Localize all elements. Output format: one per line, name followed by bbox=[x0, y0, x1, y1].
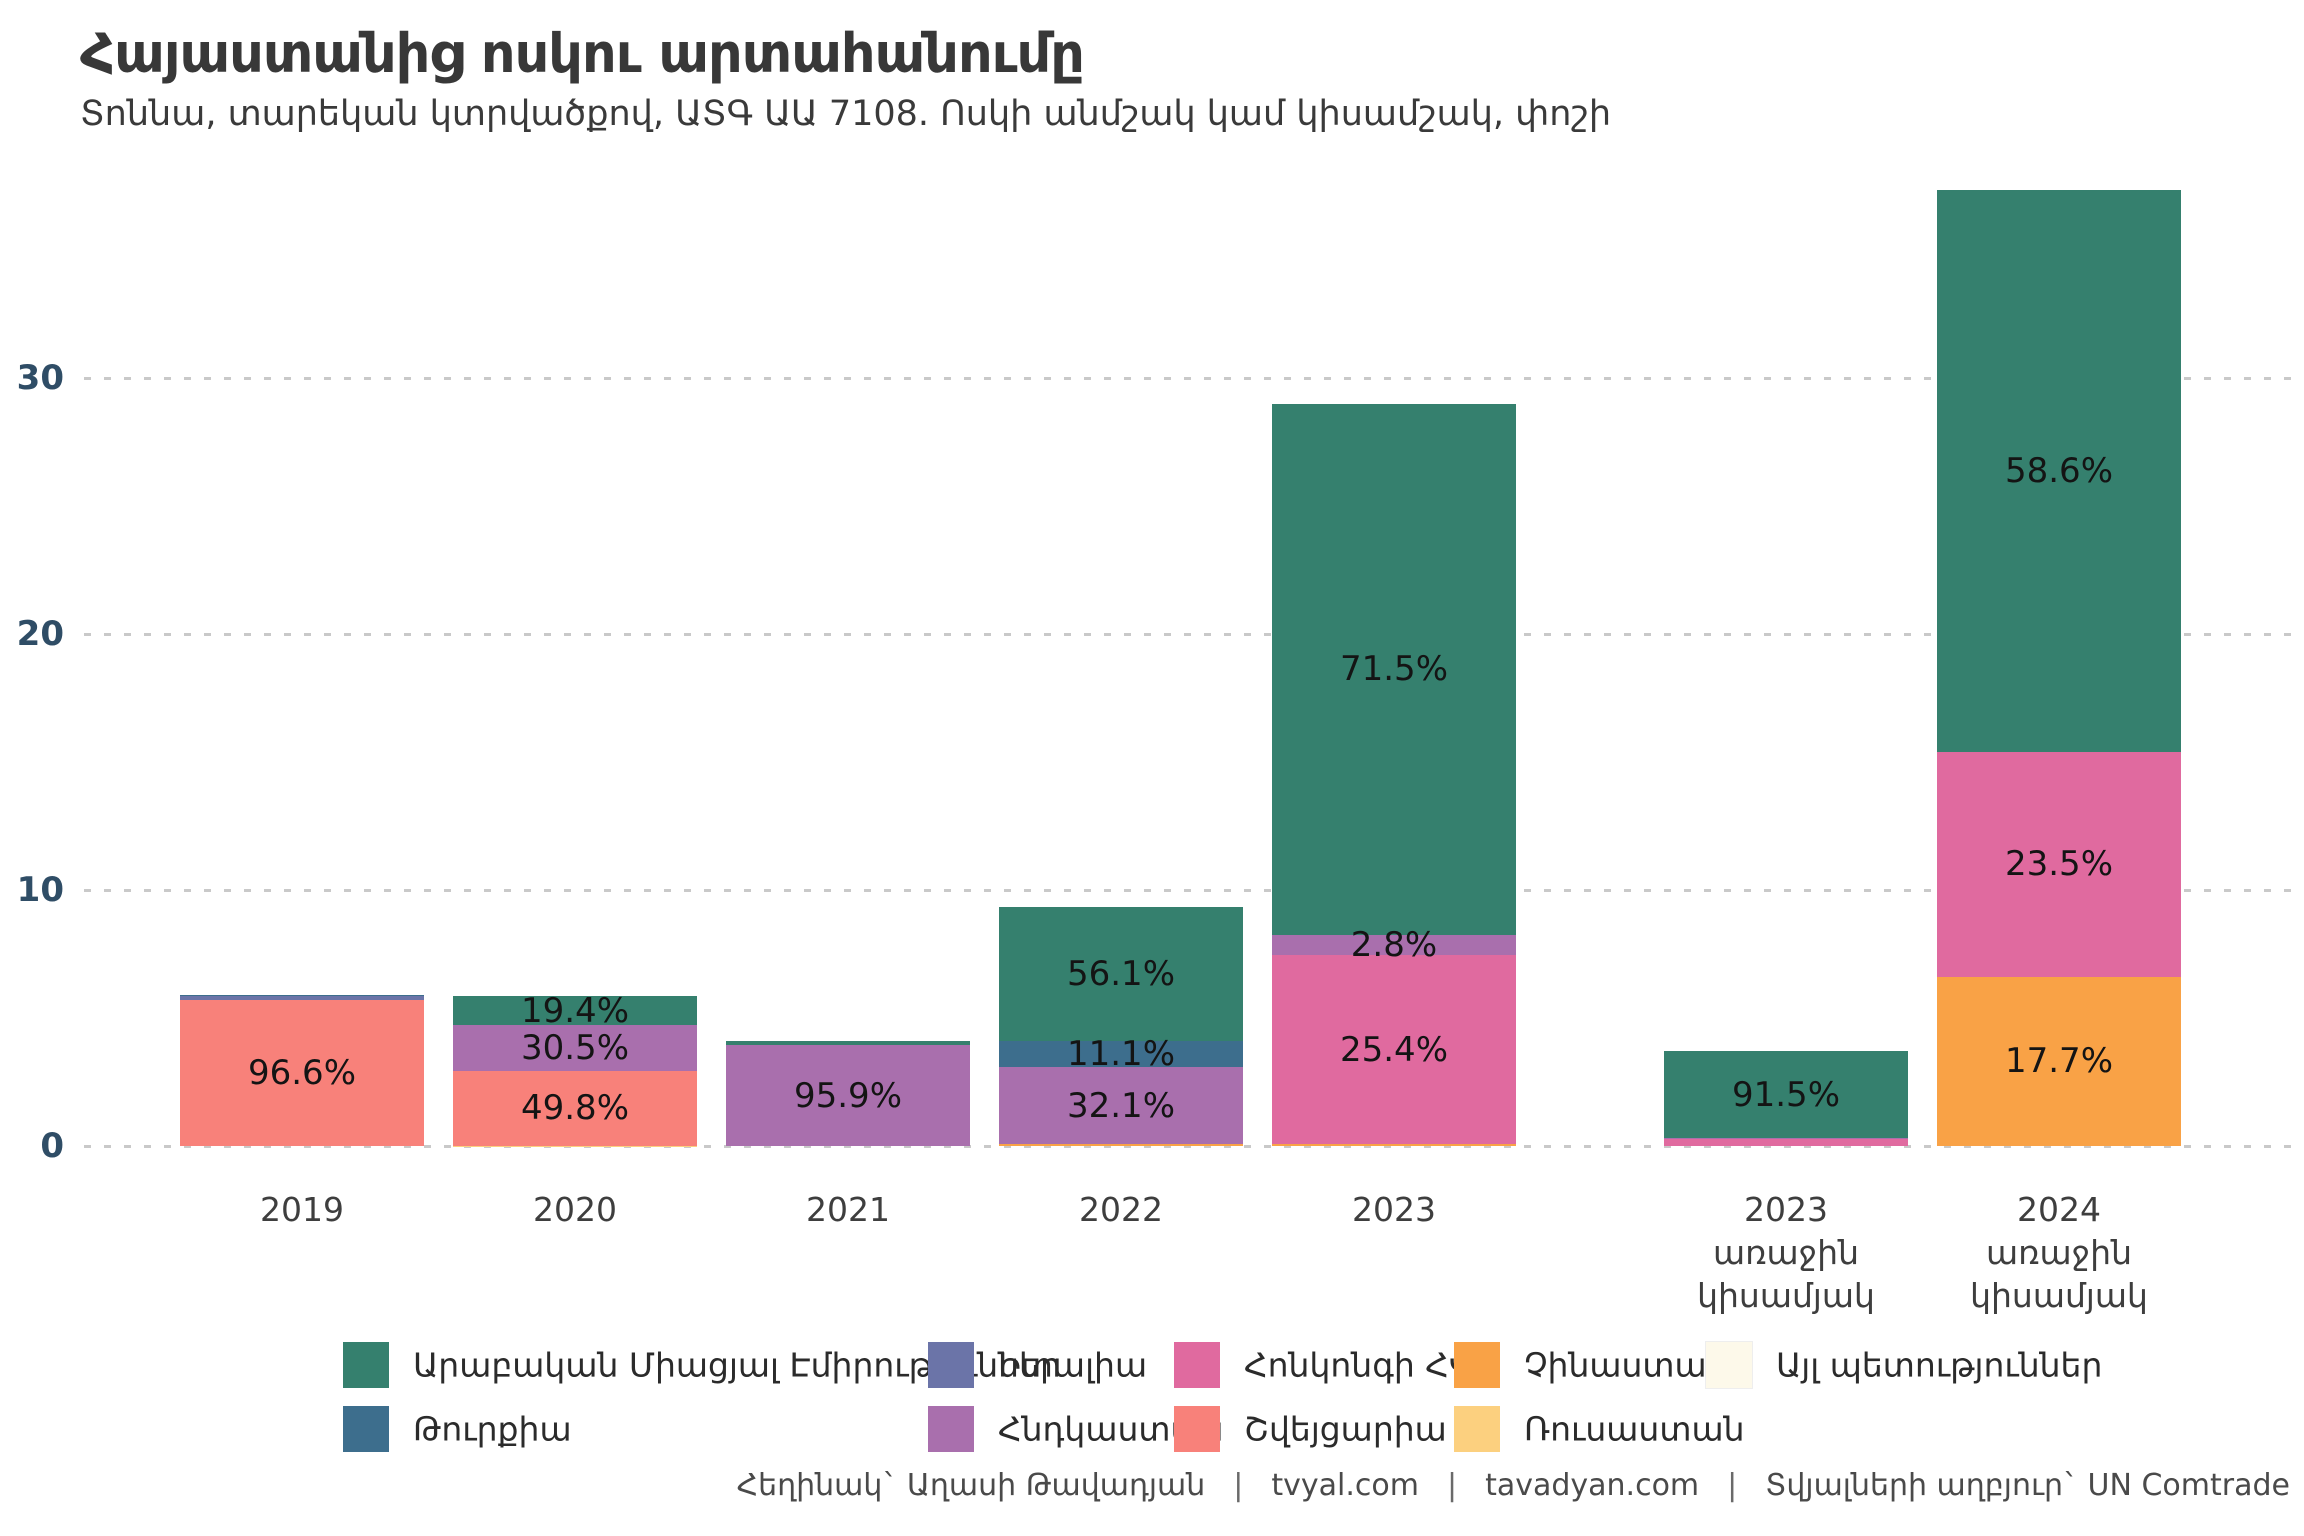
caption-separator: | bbox=[1727, 1468, 1738, 1503]
chart-title: Հայաստանից ոսկու արտահանումը bbox=[80, 22, 1085, 85]
caption-separator: | bbox=[1446, 1468, 1458, 1503]
legend-swatch-uae bbox=[343, 1342, 389, 1388]
bar-2023-առաջին-կիսամյակ: 91.5% bbox=[1664, 1051, 1908, 1146]
gridline-y-10 bbox=[84, 889, 2300, 892]
x-axis-label-line: 2023 bbox=[1352, 1190, 1436, 1229]
segment-percent-label: 23.5% bbox=[2004, 844, 2113, 885]
plot-area: 96.6% 49.8% 30.5% 19.4% 95.9% 32.1% 11.1% 56.1%… bbox=[84, 189, 2300, 1148]
caption-part: Տվյալների աղբյուր` UN Comtrade bbox=[1765, 1468, 2290, 1503]
y-axis-tick-20: 20 bbox=[16, 614, 64, 654]
x-axis-label-line: կիսամյակ bbox=[1697, 1276, 1875, 1315]
caption-separator: | bbox=[1233, 1468, 1244, 1503]
legend-label-italy: Իտալիա bbox=[998, 1345, 1148, 1385]
x-axis-label-2023: 2023 bbox=[1244, 1188, 1544, 1231]
legend-swatch-china bbox=[1454, 1342, 1500, 1388]
segment-percent-label: 19.4% bbox=[520, 990, 629, 1031]
x-axis-label-line: 2021 bbox=[806, 1190, 890, 1229]
legend-label-china: Չինաստան bbox=[1524, 1345, 1728, 1385]
segment-percent-label: 30.5% bbox=[520, 1028, 629, 1069]
bar-2019: 96.6% bbox=[180, 994, 424, 1146]
legend-swatch-switzerland bbox=[1174, 1406, 1220, 1452]
bar-segment-switzerland: 49.8% bbox=[453, 1071, 697, 1146]
bar-segment-turkey: 11.1% bbox=[999, 1037, 1243, 1071]
x-axis-label-line: կիսամյակ bbox=[1970, 1276, 2148, 1315]
bar-segment-turkey bbox=[180, 994, 424, 997]
bar-segment-india: 95.9% bbox=[726, 1045, 970, 1146]
segment-percent-label: 2.8% bbox=[1350, 924, 1438, 965]
x-axis-label-line: 2024 bbox=[2017, 1190, 2101, 1229]
gridline-y-0 bbox=[84, 1145, 2300, 1148]
bar-segment-uae: 58.6% bbox=[1937, 190, 2181, 752]
caption-part: tvyal.com bbox=[1271, 1468, 1419, 1503]
bar-segment-china: 17.7% bbox=[1937, 976, 2181, 1146]
bar-segment-uae: 71.5% bbox=[1272, 403, 1516, 935]
segment-percent-label: 95.9% bbox=[793, 1075, 902, 1116]
bar-segment-uae: 91.5% bbox=[1664, 1051, 1908, 1139]
y-axis-tick-30: 30 bbox=[16, 358, 64, 398]
legend-swatch-italy bbox=[928, 1342, 974, 1388]
legend-label-other: Այլ պետություններ bbox=[1776, 1345, 2103, 1385]
y-axis-tick-10: 10 bbox=[16, 870, 64, 910]
gridline-y-20 bbox=[84, 633, 2300, 636]
bar-2022: 32.1% 11.1% 56.1% bbox=[999, 906, 1243, 1146]
bar-segment-uae: 19.4% bbox=[453, 990, 697, 1031]
x-axis-label-2023: 2023 առաջին կիսամյակ bbox=[1636, 1188, 1936, 1317]
x-axis-label-2019: 2019 bbox=[152, 1188, 452, 1231]
segment-percent-label: 32.1% bbox=[1066, 1085, 1175, 1126]
x-axis-label-line: 2019 bbox=[260, 1190, 344, 1229]
bar-2023: 25.4% 2.8% 71.5% bbox=[1272, 403, 1516, 1146]
x-axis-label-line: 2020 bbox=[533, 1190, 617, 1229]
x-axis-label-line: առաջին bbox=[1712, 1233, 1859, 1272]
segment-percent-label: 96.6% bbox=[247, 1052, 356, 1093]
segment-percent-label: 58.6% bbox=[2004, 450, 2113, 491]
x-axis-label-2024: 2024 առաջին կիսամյակ bbox=[1909, 1188, 2209, 1317]
bar-segment-switzerland: 96.6% bbox=[180, 999, 424, 1146]
caption-part: tavadyan.com bbox=[1485, 1468, 1700, 1503]
segment-percent-label: 11.1% bbox=[1066, 1034, 1175, 1075]
chart-subtitle: Տոննա, տարեկան կտրվածքով, ԱՏԳ ԱԱ 7108. Ո… bbox=[80, 94, 1612, 134]
legend-label-russia: Ռուսաստան bbox=[1524, 1409, 1745, 1449]
segment-percent-label: 71.5% bbox=[1339, 649, 1448, 690]
x-axis-label-2021: 2021 bbox=[698, 1188, 998, 1231]
bar-2021: 95.9% bbox=[726, 1041, 970, 1146]
bar-segment-india: 30.5% bbox=[453, 1025, 697, 1071]
x-axis-label-2022: 2022 bbox=[971, 1188, 1271, 1231]
x-axis-label-line: 2022 bbox=[1079, 1190, 1163, 1229]
gridline-y-30 bbox=[84, 377, 2300, 380]
legend-swatch-india bbox=[928, 1406, 974, 1452]
x-axis-label-line: 2023 bbox=[1744, 1190, 1828, 1229]
legend-label-turkey: Թուրքիա bbox=[413, 1409, 572, 1449]
legend-swatch-turkey bbox=[343, 1406, 389, 1452]
bar-2020: 49.8% 30.5% 19.4% bbox=[453, 990, 697, 1146]
bar-2024-առաջին-կիսամյակ: 17.7% 23.5% 58.6% bbox=[1937, 189, 2181, 1146]
bar-segment-india: 2.8% bbox=[1272, 928, 1516, 962]
source-caption: Հեղինակ` Աղասի Թավադյան | tvyal.com | tavady… bbox=[737, 1468, 2290, 1503]
legend-swatch-hongkong bbox=[1174, 1342, 1220, 1388]
segment-percent-label: 17.7% bbox=[2004, 1041, 2113, 1082]
segment-percent-label: 49.8% bbox=[520, 1088, 629, 1129]
bar-segment-india: 32.1% bbox=[999, 1067, 1243, 1145]
bar-segment-hongkong: 23.5% bbox=[1937, 751, 2181, 977]
bar-segment-uae: 56.1% bbox=[999, 906, 1243, 1041]
bar-segment-hongkong bbox=[1664, 1139, 1908, 1146]
legend-label-switzerland: Շվեյցարիա bbox=[1244, 1409, 1447, 1449]
x-axis-label-line: առաջին bbox=[1985, 1233, 2132, 1272]
legend-swatch-russia bbox=[1454, 1406, 1500, 1452]
bar-segment-russia bbox=[453, 1145, 697, 1146]
bar-segment-india bbox=[1664, 1138, 1908, 1140]
y-axis-tick-0: 0 bbox=[40, 1126, 64, 1166]
segment-percent-label: 56.1% bbox=[1066, 953, 1175, 994]
segment-percent-label: 25.4% bbox=[1339, 1029, 1448, 1070]
caption-part: Հեղինակ` Աղասի Թավադյան bbox=[736, 1468, 1206, 1503]
bar-segment-china bbox=[1272, 1143, 1516, 1146]
bar-segment-uae bbox=[726, 1041, 970, 1046]
legend-swatch-other bbox=[1705, 1341, 1753, 1389]
segment-percent-label: 91.5% bbox=[1731, 1074, 1840, 1115]
x-axis-label-2020: 2020 bbox=[425, 1188, 725, 1231]
bar-segment-italy bbox=[180, 996, 424, 1000]
bar-segment-hongkong: 25.4% bbox=[1272, 955, 1516, 1144]
bar-segment-china bbox=[999, 1144, 1243, 1146]
